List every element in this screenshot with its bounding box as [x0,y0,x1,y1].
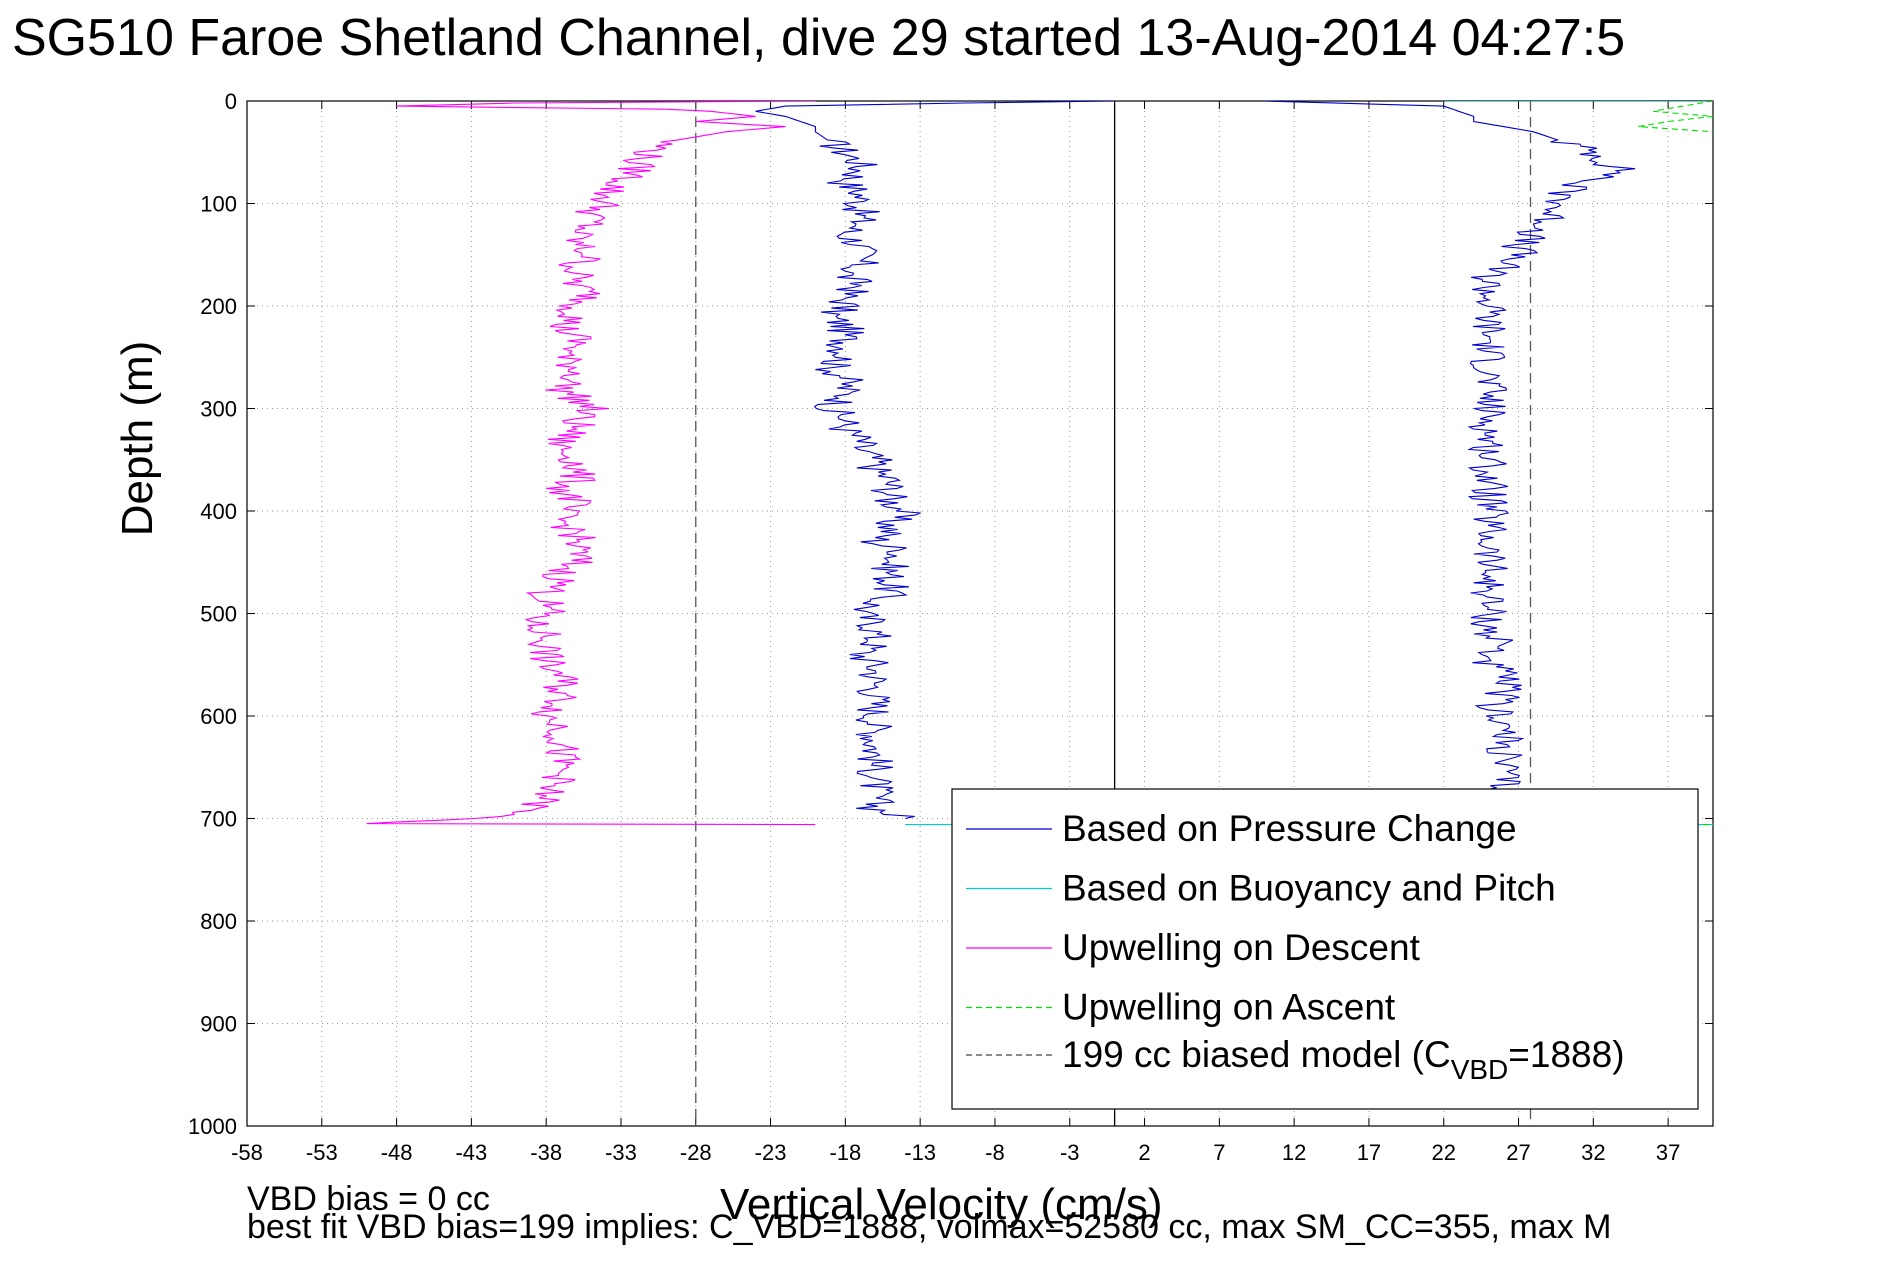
y-tick-label: 600 [200,704,237,729]
x-tick-label: -48 [381,1140,413,1165]
x-tick-label: -23 [755,1140,787,1165]
x-tick-label: -38 [530,1140,562,1165]
y-tick-label: 100 [200,192,237,217]
chart-title: SG510 Faroe Shetland Channel, dive 29 st… [12,9,1626,67]
x-tick-label: 17 [1357,1140,1381,1165]
x-tick-label: 32 [1581,1140,1605,1165]
series-line-upwelling-on-descent [366,101,816,826]
y-tick-label: 700 [200,807,237,832]
footer-vbd-bias: VBD bias = 0 cc [247,1180,490,1218]
x-tick-label: -33 [605,1140,637,1165]
legend-label: Upwelling on Descent [1062,927,1421,968]
legend-label: Based on Pressure Change [1062,808,1517,849]
x-tick-label: -18 [829,1140,861,1165]
x-tick-label: 27 [1506,1140,1530,1165]
x-axis-label: Vertical Velocity (cm/s) [720,1180,1163,1229]
x-tick-label: 7 [1213,1140,1225,1165]
x-tick-label: -43 [455,1140,487,1165]
series-line-based-on-pressure-change [1264,101,1636,799]
y-tick-label: 200 [200,294,237,319]
legend-label: Upwelling on Ascent [1062,987,1396,1028]
x-tick-label: 22 [1431,1140,1455,1165]
legend-box [951,788,1699,1110]
y-tick-label: 1000 [188,1114,237,1139]
x-tick-label: 2 [1138,1140,1150,1165]
series-group [366,101,1713,826]
y-tick-label: 0 [225,89,237,114]
x-tick-label: -8 [985,1140,1005,1165]
x-tick-label: -13 [904,1140,936,1165]
y-axis-label: Depth (m) [113,341,162,537]
series-line-upwelling-on-ascent [1638,101,1713,133]
y-tick-label: 500 [200,602,237,627]
x-tick-label: -28 [680,1140,712,1165]
x-tick-label: 37 [1656,1140,1680,1165]
x-tick-label: -3 [1060,1140,1080,1165]
x-tick-label: -58 [231,1140,263,1165]
x-tick-label: -53 [306,1140,338,1165]
legend-label: Based on Buoyancy and Pitch [1062,868,1556,909]
series-line-based-on-pressure-change [755,101,1115,820]
y-tick-label: 900 [200,1012,237,1037]
x-tick-label: 12 [1282,1140,1306,1165]
y-tick-label: 400 [200,499,237,524]
y-tick-label: 300 [200,397,237,422]
footer-best-fit: best fit VBD bias=199 implies: C_VBD=188… [247,1208,1612,1246]
y-tick-label: 800 [200,909,237,934]
